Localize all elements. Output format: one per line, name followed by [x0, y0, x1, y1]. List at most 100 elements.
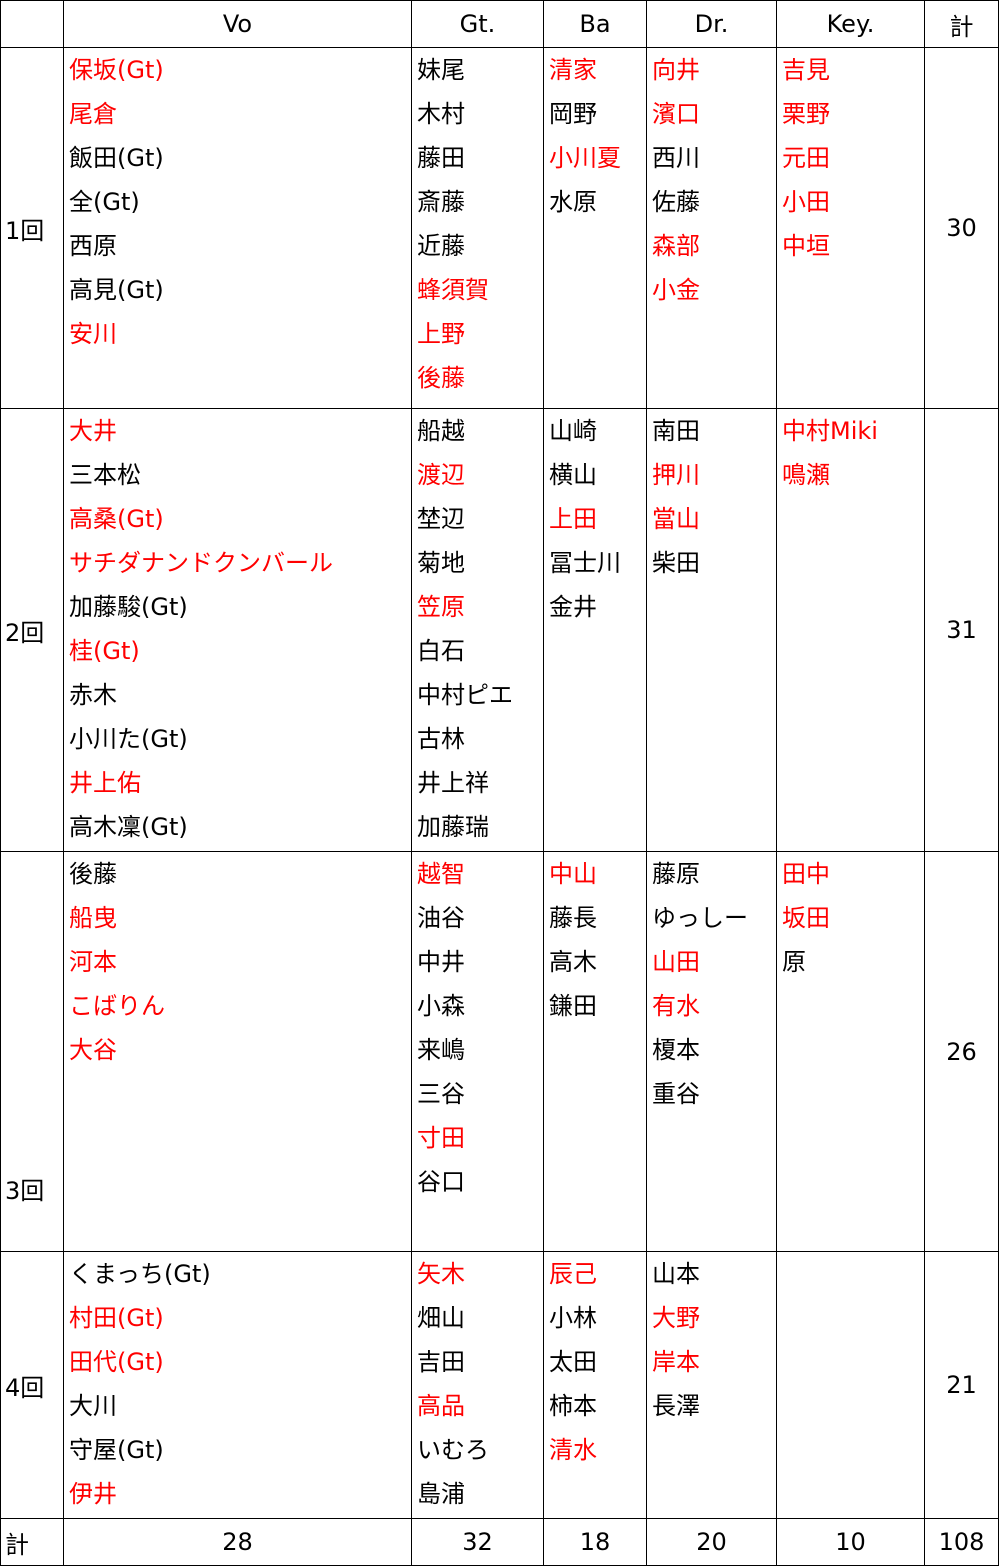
- member-name: 藤田: [417, 144, 465, 172]
- column-total-cell[interactable]: 108: [924, 1518, 999, 1566]
- member-name: 元田: [782, 144, 830, 172]
- member-name: 田代(Gt): [69, 1348, 164, 1376]
- member-name: 白石: [417, 637, 465, 665]
- member-name: 伊井: [69, 1480, 117, 1508]
- cell-key[interactable]: 田中 坂田原: [776, 851, 925, 1252]
- header-cell-corner[interactable]: [0, 0, 64, 48]
- member-name: 妹尾: [417, 56, 465, 84]
- column-total-cell[interactable]: 32: [411, 1518, 544, 1566]
- member-name: 三本松: [69, 461, 141, 489]
- header-cell-total[interactable]: 計: [924, 0, 999, 48]
- column-total-cell[interactable]: 18: [543, 1518, 647, 1566]
- totals-row: 計 28 32 18 20 10 108: [0, 1518, 999, 1566]
- header-cell-dr[interactable]: Dr.: [646, 0, 777, 48]
- member-name: 来嶋: [417, 1036, 465, 1064]
- member-name: 柴田: [652, 549, 700, 577]
- cell-ba[interactable]: 清家 岡野 小川夏 水原: [543, 47, 647, 409]
- cell-key[interactable]: 中村Miki 鳴瀬: [776, 408, 925, 852]
- member-name: 加藤瑞: [417, 813, 489, 841]
- member-name: 油谷: [417, 904, 465, 932]
- round-total-cell[interactable]: 26: [924, 851, 999, 1252]
- member-name: 高木凜(Gt): [69, 813, 188, 841]
- member-name: 三谷: [417, 1080, 465, 1108]
- round-label-cell[interactable]: 4回: [0, 1251, 64, 1519]
- member-name: 長澤: [652, 1392, 700, 1420]
- member-name: 清水: [549, 1436, 597, 1464]
- cell-vo[interactable]: 保坂(Gt) 尾倉 飯田(Gt) 全(Gt) 西原 高見(Gt) 安川: [63, 47, 412, 409]
- member-name: こばりん: [69, 992, 165, 1020]
- round-label-cell[interactable]: 2回: [0, 408, 64, 852]
- cell-gt[interactable]: 越智 油谷 中井 小森 来嶋 三谷 寸田 谷口: [411, 851, 544, 1252]
- column-total-cell[interactable]: 28: [63, 1518, 412, 1566]
- header-cell-ba[interactable]: Ba: [543, 0, 647, 48]
- member-name: 大野: [652, 1304, 700, 1332]
- cell-vo[interactable]: 後藤 船曳 河本 こばりん 大谷: [63, 851, 412, 1252]
- member-name: 冨士川: [549, 549, 621, 577]
- totals-label-cell[interactable]: 計: [0, 1518, 64, 1566]
- member-name: 高見(Gt): [69, 276, 164, 304]
- cell-dr[interactable]: 藤原 ゆっしー 山田 有水 榎本 重谷: [646, 851, 777, 1252]
- member-name: 笠原: [417, 593, 465, 621]
- cell-key[interactable]: [776, 1251, 925, 1519]
- cell-gt[interactable]: 矢木 畑山 吉田 高品 いむろ 島浦: [411, 1251, 544, 1519]
- member-name: 中山: [549, 860, 597, 888]
- cell-vo[interactable]: くまっち(Gt) 村田(Gt) 田代(Gt) 大川 守屋(Gt) 伊井: [63, 1251, 412, 1519]
- member-name: 越智: [417, 860, 465, 888]
- cell-ba[interactable]: 山崎 横山 上田 冨士川 金井: [543, 408, 647, 852]
- member-name: 岸本: [652, 1348, 700, 1376]
- header-cell-gt[interactable]: Gt.: [411, 0, 544, 48]
- member-name: いむろ: [417, 1436, 489, 1464]
- cell-gt[interactable]: 船越 渡辺 埜辺 菊地 笠原 白石 中村ピエ 古林 井上祥 加藤瑞: [411, 408, 544, 852]
- member-name: 矢木: [417, 1260, 465, 1288]
- column-total-cell[interactable]: 20: [646, 1518, 777, 1566]
- cell-gt[interactable]: 妹尾 木村 藤田 斎藤 近藤 蜂須賀 上野 後藤: [411, 47, 544, 409]
- member-name: 大川: [69, 1392, 117, 1420]
- member-name: 水原: [549, 188, 597, 216]
- member-name: 吉見: [782, 56, 830, 84]
- member-name: 大谷: [69, 1036, 117, 1064]
- member-name: 上野: [417, 320, 465, 348]
- member-name: 濱口: [652, 100, 700, 128]
- round-row: 1回 保坂(Gt) 尾倉 飯田(Gt) 全(Gt) 西原 高見(Gt) 安川 妹尾 木村 藤田 斎藤近…: [0, 47, 999, 409]
- cell-dr[interactable]: 山本 大野 岸本 長澤: [646, 1251, 777, 1519]
- member-name: 中村ピエ: [417, 681, 513, 709]
- round-total-cell[interactable]: 31: [924, 408, 999, 852]
- member-name: 有水: [652, 992, 700, 1020]
- member-name: 保坂(Gt): [69, 56, 164, 84]
- member-name: 後藤: [417, 364, 465, 392]
- header-cell-key[interactable]: Key.: [776, 0, 925, 48]
- round-total-cell[interactable]: 30: [924, 47, 999, 409]
- member-name: 西原: [69, 232, 117, 260]
- member-name: 小林: [549, 1304, 597, 1332]
- member-name: 尾倉: [69, 100, 117, 128]
- member-name: 守屋(Gt): [69, 1436, 164, 1464]
- round-label-cell[interactable]: 3回: [0, 851, 64, 1252]
- cell-ba[interactable]: 辰己 小林 太田 柿本 清水: [543, 1251, 647, 1519]
- member-name: 山崎: [549, 417, 597, 445]
- round-label-cell[interactable]: 1回: [0, 47, 64, 409]
- member-name: 井上佑: [69, 769, 141, 797]
- member-name: 金井: [549, 593, 597, 621]
- member-name: 畑山: [417, 1304, 465, 1332]
- header-cell-vo[interactable]: Vo: [63, 0, 412, 48]
- member-name: 藤長: [549, 904, 597, 932]
- member-name: 小川夏: [549, 144, 621, 172]
- cell-dr[interactable]: 向井 濱口 西川 佐藤 森部 小金: [646, 47, 777, 409]
- member-name: 山田: [652, 948, 700, 976]
- member-name: 西川: [652, 144, 700, 172]
- member-name: 向井: [652, 56, 700, 84]
- cell-dr[interactable]: 南田 押川 當山 柴田: [646, 408, 777, 852]
- member-name: 鳴瀬: [782, 461, 830, 489]
- member-name: 斎藤: [417, 188, 465, 216]
- cell-key[interactable]: 吉見 栗野 元田 小田 中垣: [776, 47, 925, 409]
- member-name: 中村Miki: [782, 417, 878, 445]
- member-name: 南田: [652, 417, 700, 445]
- cell-ba[interactable]: 中山 藤長 高木 鎌田: [543, 851, 647, 1252]
- member-name: 藤原: [652, 860, 700, 888]
- column-total-cell[interactable]: 10: [776, 1518, 925, 1566]
- member-name: 高桑(Gt): [69, 505, 164, 533]
- round-total-cell[interactable]: 21: [924, 1251, 999, 1519]
- member-name: 清家: [549, 56, 597, 84]
- cell-vo[interactable]: 大井 三本松 高桑(Gt) サチダナンドクンバール 加藤駿(Gt) 桂(Gt) 赤木 小川た(…: [63, 408, 412, 852]
